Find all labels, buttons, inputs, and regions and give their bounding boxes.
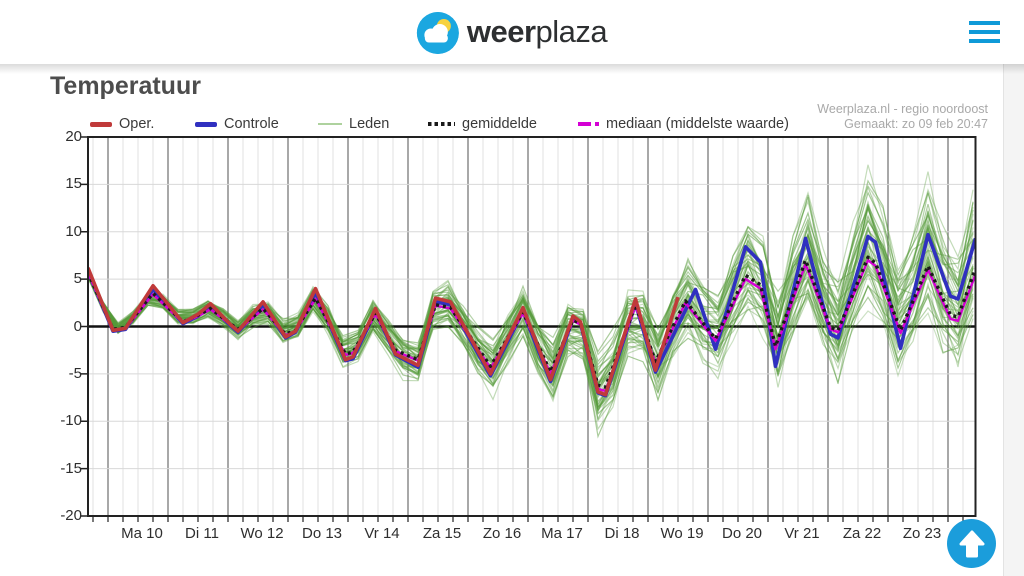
x-axis-label: Ma 10: [121, 525, 163, 542]
x-axis-label: Ma 17: [541, 525, 583, 542]
ensemble-members: [88, 164, 974, 439]
header-divider: [0, 64, 1024, 74]
legend-item-1: Oper.: [90, 116, 154, 132]
oper-line: [88, 267, 680, 397]
plot-area: [81, 136, 977, 522]
weerplaza-logo-icon: [416, 12, 459, 54]
legend-label: Leden: [349, 116, 390, 132]
x-axis-label: Zo 23: [902, 525, 942, 542]
y-axis-label: 5: [73, 270, 82, 288]
legend-swatch: [195, 121, 217, 127]
x-axis-label: Di 18: [604, 525, 640, 542]
legend-label: mediaan (middelste waarde): [606, 116, 789, 132]
arrow-up-icon: [959, 530, 984, 557]
header: weerplaza: [0, 0, 1024, 64]
x-axis-label: Wo 12: [240, 525, 284, 542]
y-axis-label: 10: [65, 222, 82, 240]
logo-text-plaza: plaza: [535, 13, 608, 49]
legend-swatch: [428, 122, 455, 126]
x-axis-label: Za 22: [842, 525, 882, 542]
legend-swatch: [90, 121, 112, 127]
y-axis-label: 15: [65, 175, 82, 193]
legend-item-5: mediaan (middelste waarde): [578, 116, 789, 132]
x-axis-label: Vr 21: [784, 525, 820, 542]
scrollbar-track[interactable]: [1003, 64, 1024, 576]
y-axis-label: -10: [60, 412, 82, 430]
weerplaza-logo[interactable]: weerplaza: [416, 12, 608, 54]
x-axis-label: Do 20: [721, 525, 763, 542]
chart-legend: Oper. Controle Leden gemiddelde mediaan (mid…: [0, 116, 1003, 134]
credit-region: Weerplaza.nl - regio noordoost: [817, 102, 988, 116]
credit-generated: Gemaakt: zo 09 feb 20:47: [844, 117, 988, 131]
legend-item-4: gemiddelde: [428, 116, 537, 132]
legend-label: gemiddelde: [462, 116, 537, 132]
legend-label: Oper.: [119, 116, 155, 132]
x-axis-label: Zo 16: [482, 525, 522, 542]
legend-label: Controle: [224, 116, 279, 132]
logo-text: weerplaza: [466, 13, 608, 51]
x-axis-label: Vr 14: [364, 525, 400, 542]
x-axis-label: Do 13: [301, 525, 343, 542]
chart-credit: Weerplaza.nl - regio noordoost Gemaakt: …: [817, 102, 988, 132]
x-axis-label: Di 11: [185, 525, 219, 542]
temperature-plume-chart: Oper. Controle Leden gemiddelde mediaan (mid…: [0, 100, 1003, 550]
y-axis-label: -15: [60, 459, 82, 477]
legend-swatch: [578, 122, 599, 126]
hamburger-menu-icon[interactable]: [969, 21, 1000, 43]
y-axis-label: 0: [73, 317, 82, 335]
logo-text-weer: weer: [466, 13, 536, 49]
x-axis-label: Wo 19: [660, 525, 704, 542]
legend-item-3: Leden: [318, 116, 389, 132]
y-axis-label: -20: [60, 507, 82, 524]
legend-swatch: [318, 123, 342, 125]
scroll-to-top-button[interactable]: [947, 519, 996, 568]
y-axis-label: -5: [68, 364, 82, 382]
x-axis-label: Za 15: [422, 525, 462, 542]
y-axis-label: 20: [65, 128, 82, 145]
legend-item-2: Controle: [195, 116, 279, 132]
page-title: Temperatuur: [50, 72, 201, 100]
